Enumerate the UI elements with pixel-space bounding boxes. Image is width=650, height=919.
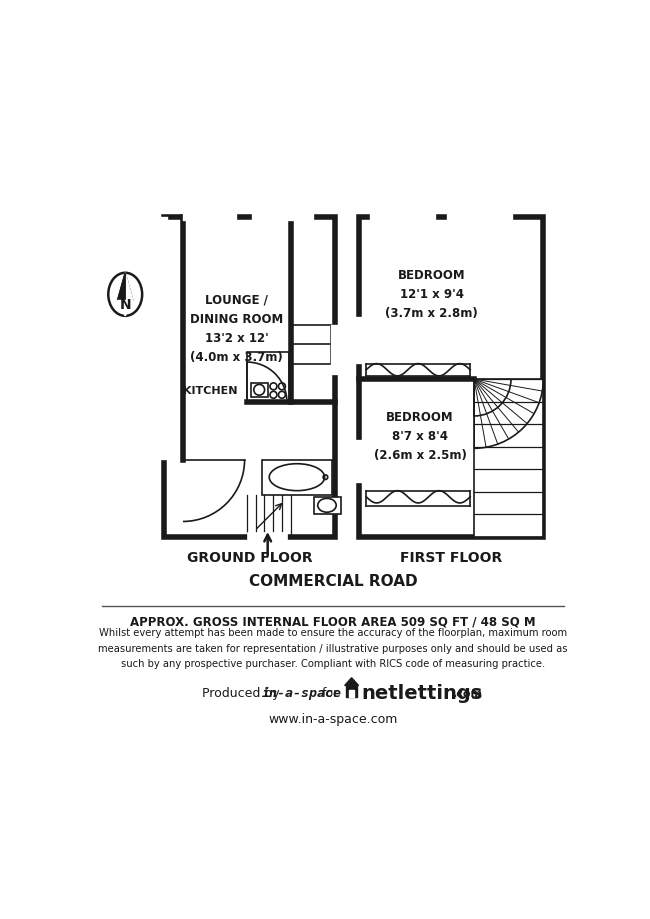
Polygon shape [118, 301, 133, 316]
Text: COMMERCIAL ROAD: COMMERCIAL ROAD [249, 574, 417, 589]
Bar [292, 325, 331, 364]
Bar [164, 217, 335, 537]
Text: BEDROOM
12'1 x 9'4
(3.7m x 2.8m): BEDROOM 12'1 x 9'4 (3.7m x 2.8m) [385, 269, 478, 320]
Polygon shape [118, 273, 125, 301]
Ellipse shape [109, 273, 142, 316]
Bar [359, 217, 543, 537]
Text: www.in-a-space.com: www.in-a-space.com [268, 713, 398, 726]
Text: FIRST FLOOR: FIRST FLOOR [400, 551, 502, 565]
Text: Whilst every attempt has been made to ensure the accuracy of the floorplan, maxi: Whilst every attempt has been made to en… [98, 628, 568, 669]
Text: for: for [322, 686, 339, 699]
Bar [474, 379, 543, 537]
Polygon shape [125, 273, 133, 301]
Text: LOUNGE /
DINING ROOM
13'2 x 12'
(4.0m x 3.7m): LOUNGE / DINING ROOM 13'2 x 12' (4.0m x … [190, 294, 283, 364]
Bar [314, 497, 341, 514]
Bar [251, 383, 268, 397]
Text: KITCHEN: KITCHEN [183, 386, 237, 395]
Text: BEDROOM
8'7 x 8'4
(2.6m x 2.5m): BEDROOM 8'7 x 8'4 (2.6m x 2.5m) [374, 412, 467, 462]
Text: Produced by: Produced by [202, 686, 280, 699]
Polygon shape [346, 686, 357, 697]
Text: in-a-space: in-a-space [261, 686, 341, 699]
Text: .com: .com [453, 689, 483, 699]
Polygon shape [118, 273, 133, 301]
Polygon shape [349, 690, 354, 697]
Bar [263, 460, 332, 494]
Text: APPROX. GROSS INTERNAL FLOOR AREA 509 SQ FT / 48 SQ M: APPROX. GROSS INTERNAL FLOOR AREA 509 SQ… [130, 615, 536, 628]
Text: netlettings: netlettings [361, 684, 483, 703]
Polygon shape [344, 678, 359, 686]
Text: GROUND FLOOR: GROUND FLOOR [187, 551, 313, 565]
Text: N: N [120, 298, 131, 312]
Bar [247, 352, 289, 403]
